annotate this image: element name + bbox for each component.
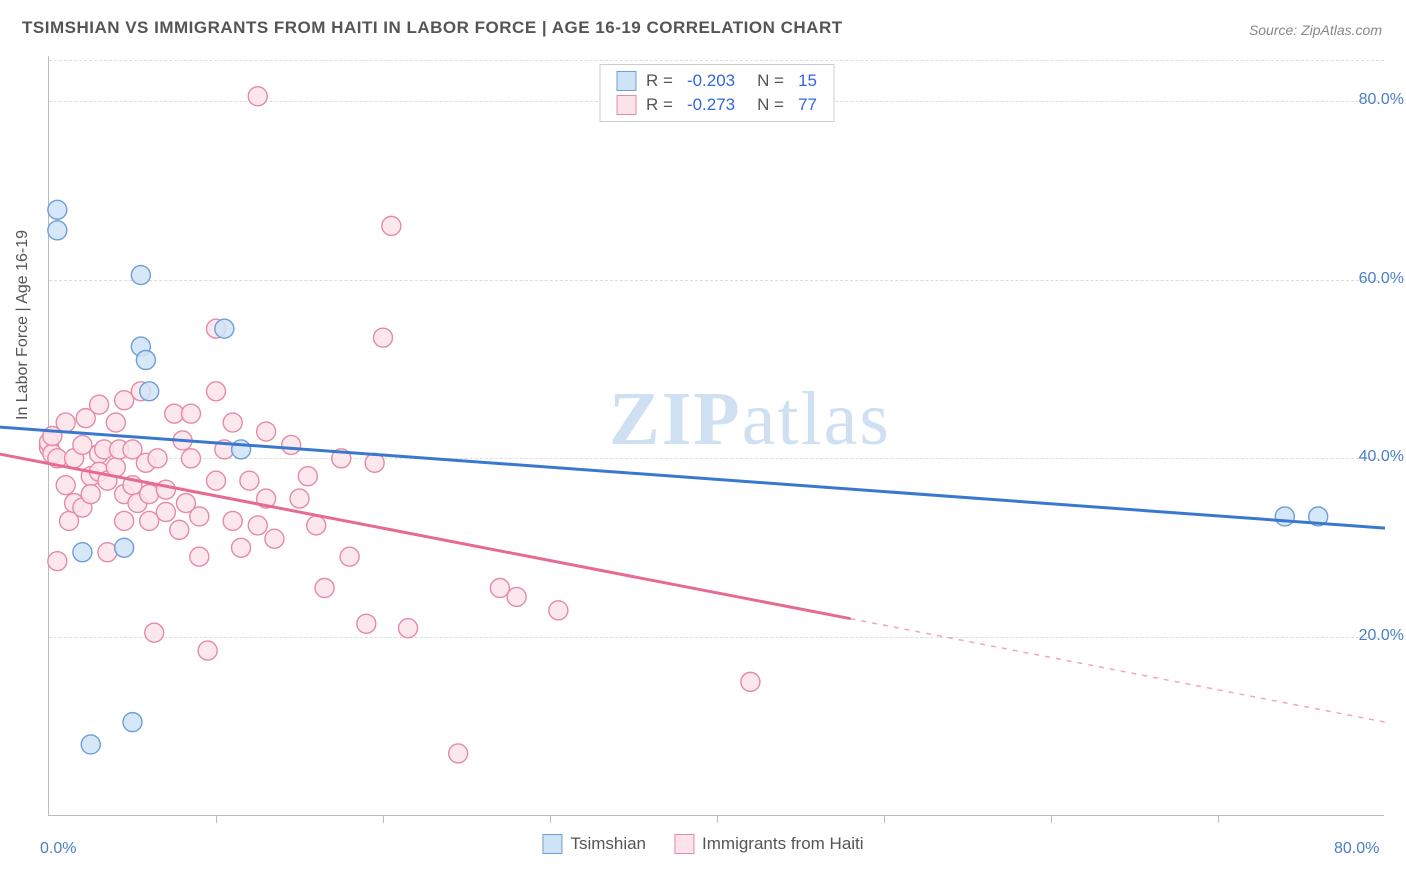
swatch-pink [674,834,694,854]
data-point [140,511,159,530]
y-axis-label: In Labor Force | Age 16-19 [14,230,32,420]
data-point [490,579,509,598]
swatch-blue [616,71,636,91]
y-tick-label: 40.0% [1324,448,1404,466]
data-point [156,480,175,499]
data-point [48,221,67,240]
data-point [81,485,100,504]
data-point [549,601,568,620]
x-tick [1051,815,1052,823]
legend-row-pink: R =-0.273 N =77 [600,93,833,117]
data-point [156,503,175,522]
data-point [106,413,125,432]
data-point [48,200,67,219]
data-point [115,511,134,530]
data-point [248,516,267,535]
x-tick [550,815,551,823]
data-point [136,351,155,370]
chart-title: TSIMSHIAN VS IMMIGRANTS FROM HAITI IN LA… [22,18,843,38]
data-point [282,435,301,454]
x-tick [383,815,384,823]
data-point [265,529,284,548]
y-tick-label: 60.0% [1324,270,1404,288]
trend-line-dashed [851,619,1385,722]
data-point [232,538,251,557]
data-point [145,623,164,642]
data-point [507,587,526,606]
data-point [190,547,209,566]
legend-label: Immigrants from Haiti [702,834,864,854]
data-point [449,744,468,763]
data-point [90,395,109,414]
data-point [73,543,92,562]
x-tick-label: 0.0% [40,840,76,858]
data-point [198,641,217,660]
data-point [248,87,267,106]
x-tick [884,815,885,823]
data-point [56,476,75,495]
data-point [73,435,92,454]
data-point [148,449,167,468]
data-point [140,485,159,504]
data-point [257,422,276,441]
data-point [207,471,226,490]
data-point [115,391,134,410]
plot-svg [49,56,1384,815]
data-point [1275,507,1294,526]
data-point [131,266,150,285]
data-point [56,413,75,432]
x-tick-label: 80.0% [1334,840,1379,858]
data-point [123,713,142,732]
source-attribution: Source: ZipAtlas.com [1249,22,1382,38]
data-point [215,319,234,338]
data-point [223,511,242,530]
data-point [98,543,117,562]
data-point [315,579,334,598]
data-point [207,382,226,401]
x-tick [216,815,217,823]
data-point [382,216,401,235]
legend-row-blue: R =-0.203 N =15 [600,69,833,93]
data-point [298,467,317,486]
x-tick [1218,815,1219,823]
data-point [741,672,760,691]
data-point [340,547,359,566]
swatch-blue [542,834,562,854]
y-tick-label: 80.0% [1324,91,1404,109]
legend-label: Tsimshian [570,834,646,854]
data-point [307,516,326,535]
data-point [181,404,200,423]
data-point [240,471,259,490]
y-tick-label: 20.0% [1324,627,1404,645]
data-point [190,507,209,526]
chart-plot-area: ZIPatlas R =-0.203 N =15 R =-0.273 N =77 [48,56,1384,816]
data-point [81,735,100,754]
data-point [181,449,200,468]
data-point [115,538,134,557]
series-legend: Tsimshian Immigrants from Haiti [542,834,863,854]
correlation-legend: R =-0.203 N =15 R =-0.273 N =77 [599,64,834,122]
data-point [140,382,159,401]
legend-item-pink: Immigrants from Haiti [674,834,864,854]
data-point [374,328,393,347]
data-point [170,520,189,539]
data-point [48,552,67,571]
data-point [357,614,376,633]
legend-item-blue: Tsimshian [542,834,646,854]
data-point [290,489,309,508]
data-point [399,619,418,638]
x-tick [717,815,718,823]
swatch-pink [616,95,636,115]
data-point [223,413,242,432]
